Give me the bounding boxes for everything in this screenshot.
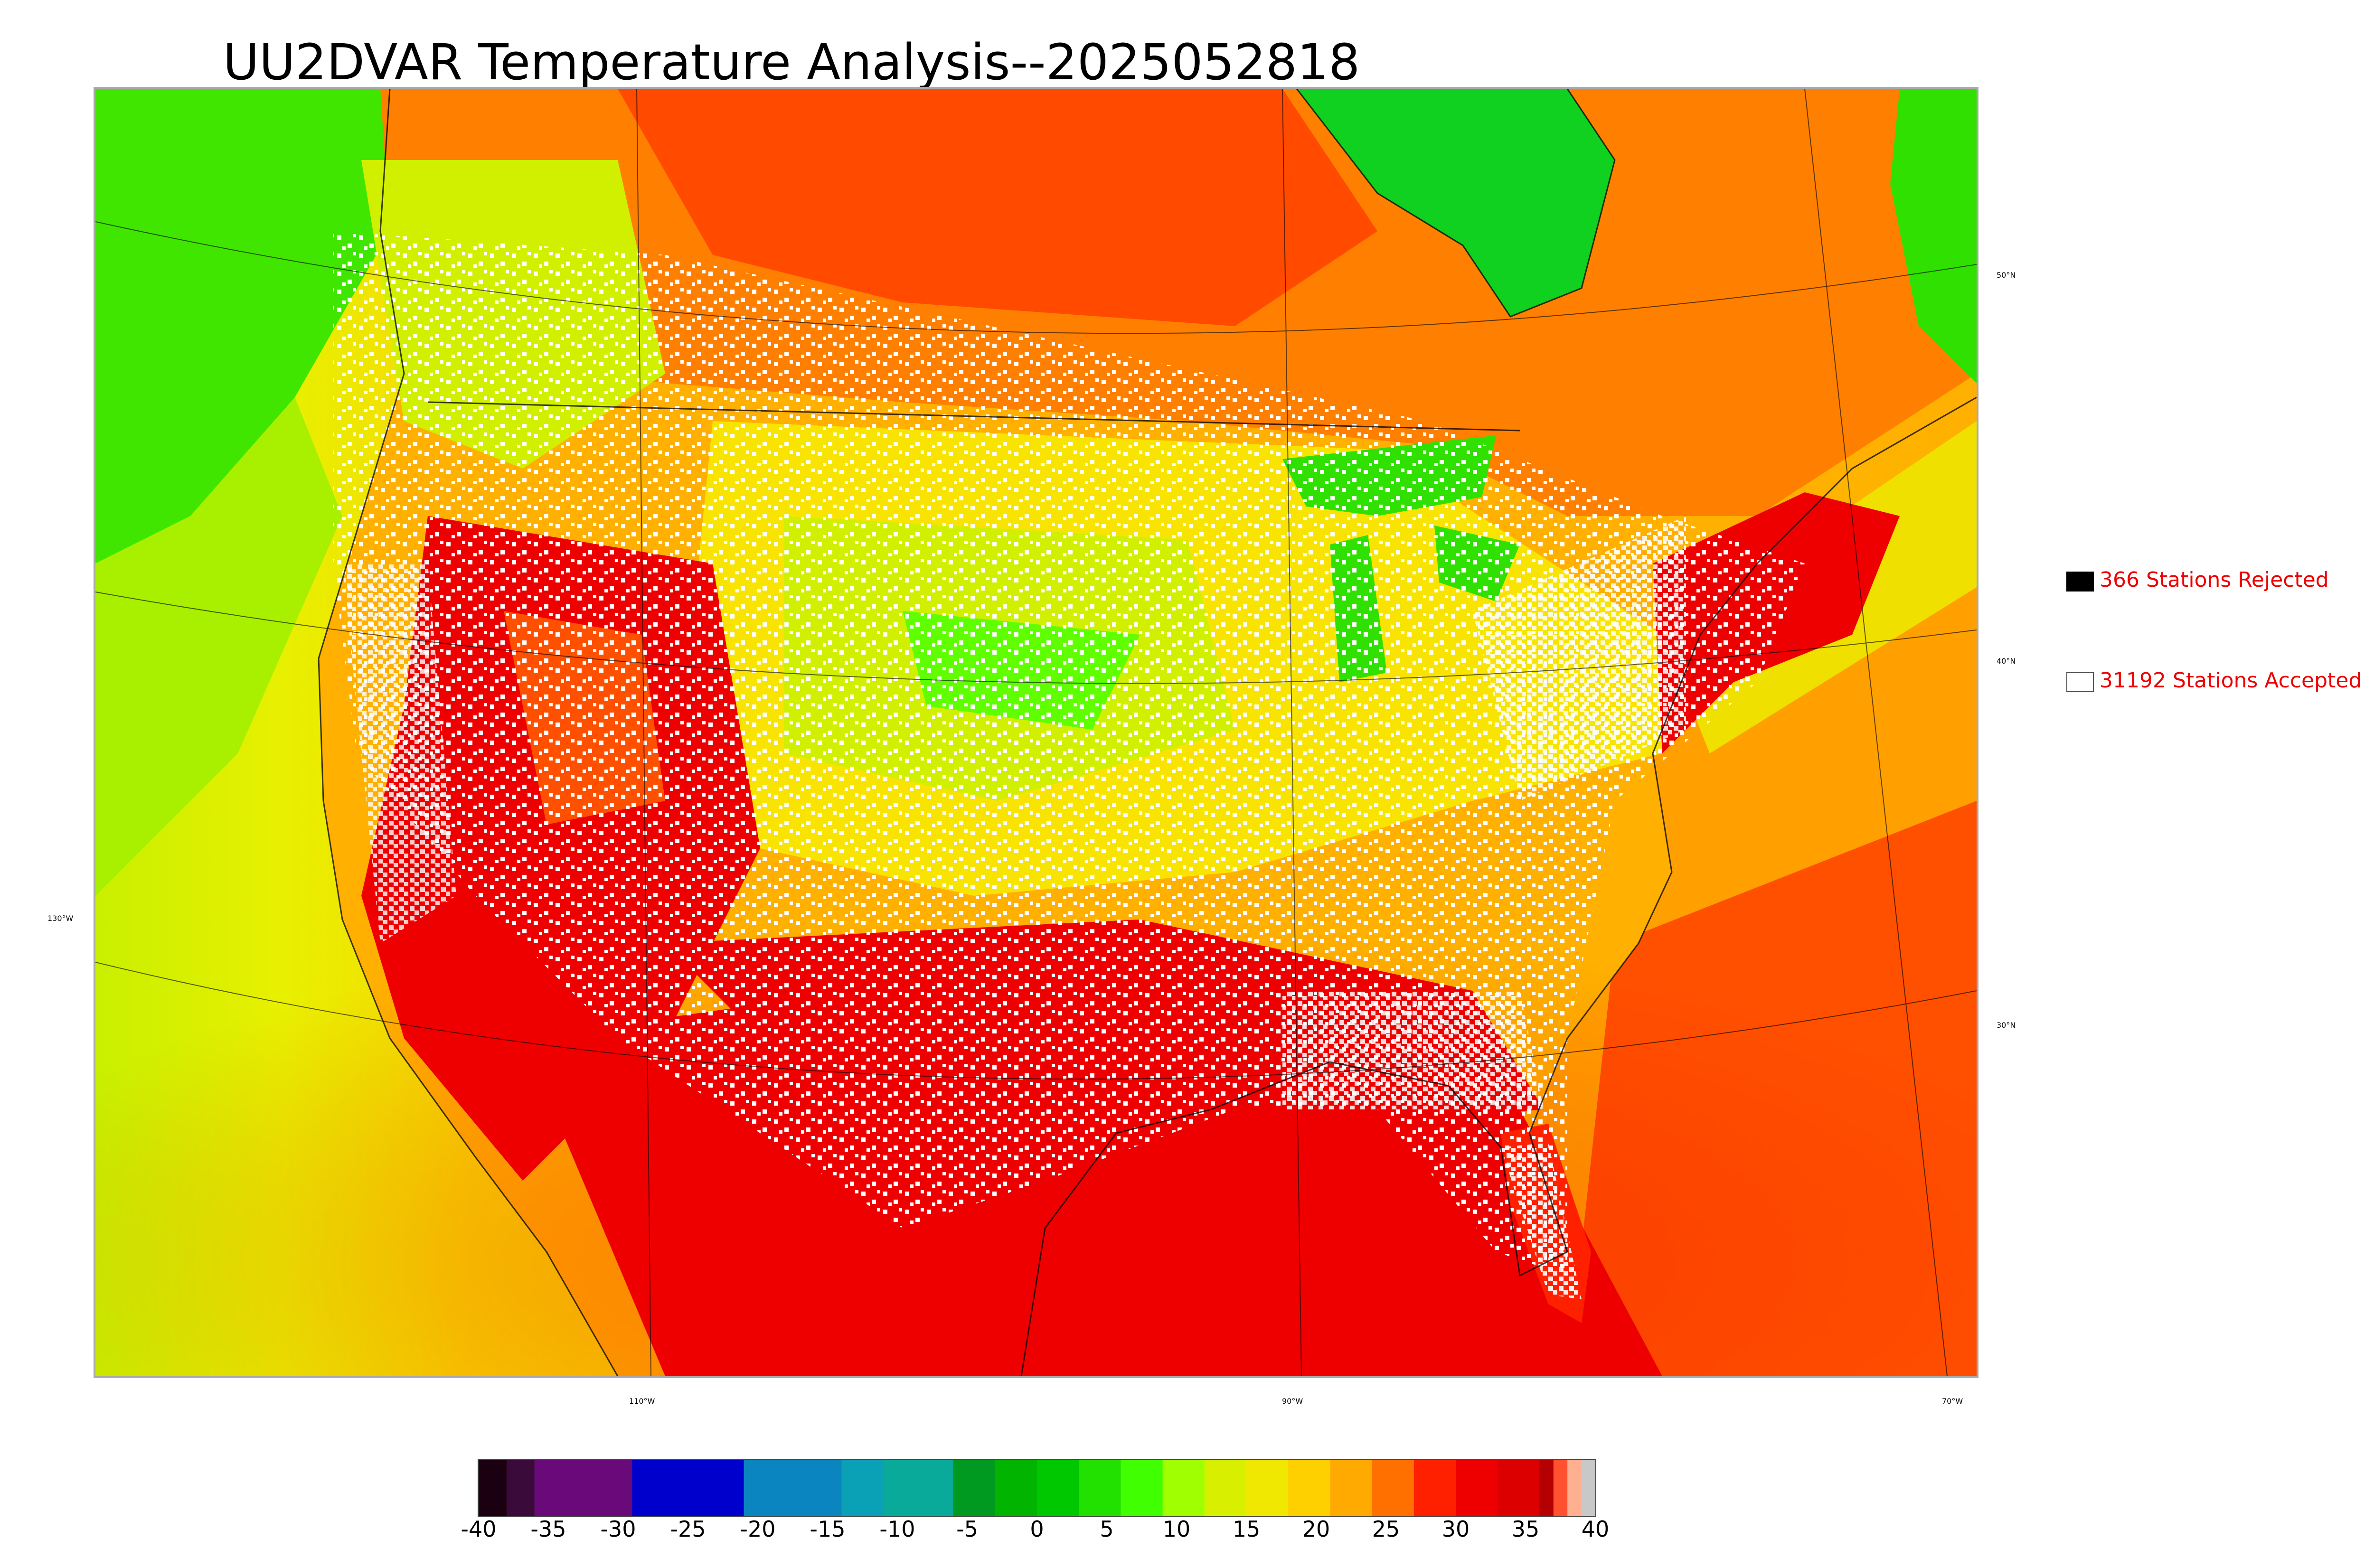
colorbar-tick-label: 0	[1030, 1516, 1044, 1542]
colorbar-swatch	[1121, 1460, 1163, 1516]
colorbar-swatch	[1246, 1460, 1289, 1516]
colorbar-swatch	[534, 1460, 632, 1516]
colorbar-swatch	[1204, 1460, 1247, 1516]
labrador-sea	[1890, 89, 1977, 383]
colorbar-swatch	[841, 1460, 884, 1516]
colorbar-swatch	[1162, 1460, 1205, 1516]
coastlines	[318, 89, 1977, 1376]
mild-pacific-region	[95, 397, 342, 896]
lon-label-70: 70°W	[1942, 1397, 1963, 1406]
colorbar-swatch	[1079, 1460, 1121, 1516]
colorbar-tick-label: 20	[1302, 1516, 1330, 1542]
colorbar-tick-label: 10	[1162, 1516, 1191, 1542]
colorbar-tick-label: -5	[956, 1516, 978, 1542]
rejected-label: 366 Stations Rejected	[2100, 568, 2329, 592]
colorbar-swatch	[883, 1460, 954, 1516]
colorbar-tick-label: 30	[1441, 1516, 1470, 1542]
colorbar-tick-label: -25	[670, 1516, 706, 1542]
florida-station-cluster	[1501, 1143, 1582, 1299]
accepted-swatch	[2066, 672, 2094, 692]
colorbar-swatch	[953, 1460, 996, 1516]
colorbar-swatch	[1553, 1460, 1568, 1516]
colorbar-swatch	[632, 1460, 744, 1516]
temperature-map	[94, 87, 1978, 1378]
canada-warm-region	[618, 89, 1377, 326]
colorbar-tick-label: -35	[530, 1516, 566, 1542]
hudson-bay	[1297, 89, 1615, 317]
colorbar-swatch	[1498, 1460, 1540, 1516]
colorbar-tick-label: 40	[1581, 1516, 1610, 1542]
colorbar-tick-label: -10	[879, 1516, 915, 1542]
colorbar-swatch	[1413, 1460, 1456, 1516]
colorbar-swatch	[1372, 1460, 1414, 1516]
colorbar-tick-label: -20	[740, 1516, 776, 1542]
lon-label-130: 130°W	[47, 914, 74, 923]
lat-label-50: 50°N	[1997, 271, 2016, 280]
colorbar-swatch	[1330, 1460, 1373, 1516]
lon-label-90: 90°W	[1282, 1397, 1303, 1406]
colorbar-swatch	[744, 1460, 842, 1516]
colorbar-tick-label: 35	[1511, 1516, 1540, 1542]
colorbar	[478, 1459, 1596, 1517]
lon-label-110: 110°W	[629, 1397, 655, 1406]
west-coast-station-cluster	[342, 563, 456, 943]
graticule	[95, 89, 1977, 1376]
colorbar-swatch	[1539, 1460, 1554, 1516]
colorbar-tick-label: 15	[1232, 1516, 1261, 1542]
map-title: UU2DVAR Temperature Analysis--2025052818	[223, 33, 1360, 91]
colorbar-swatches	[479, 1460, 1595, 1516]
colorbar-tick-label: -30	[600, 1516, 636, 1542]
cool-pacific-region	[95, 89, 399, 563]
northeast-station-cluster	[1472, 516, 1686, 801]
lat-label-40: 40°N	[1997, 657, 2016, 666]
colorbar-swatch	[1288, 1460, 1330, 1516]
colorbar-swatch	[1456, 1460, 1498, 1516]
colorbar-swatch	[479, 1460, 507, 1516]
colorbar-swatch	[1581, 1460, 1595, 1516]
southeast-station-cluster	[1282, 991, 1544, 1109]
accepted-label: 31192 Stations Accepted	[2100, 668, 2362, 693]
colorbar-tick-label: -15	[810, 1516, 846, 1542]
colorbar-tick-label: 5	[1100, 1516, 1114, 1542]
colorbar-tick-label: 25	[1372, 1516, 1400, 1542]
colorbar-swatch	[1567, 1460, 1582, 1516]
lat-label-30: 30°N	[1997, 1021, 2016, 1030]
rejected-swatch	[2066, 572, 2094, 592]
colorbar-swatch	[995, 1460, 1037, 1516]
colorbar-swatch	[506, 1460, 535, 1516]
map-canvas	[95, 89, 1977, 1376]
colorbar-tick-label: -40	[461, 1516, 497, 1542]
colorbar-swatch	[1037, 1460, 1079, 1516]
